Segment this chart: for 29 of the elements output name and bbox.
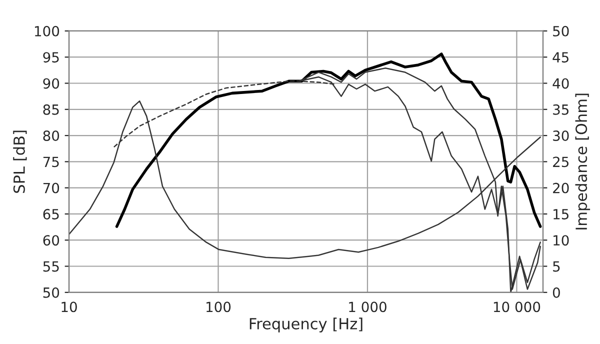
y2-tick-label: 50 — [553, 26, 569, 36]
y2-tick-label: 20 — [553, 182, 569, 194]
x-axis-title: Frequency [Hz] — [250, 318, 362, 332]
y-tick-label: 90 — [43, 78, 60, 89]
y2-tick-label: 30 — [553, 130, 569, 142]
y-tick-label: 80 — [43, 130, 60, 142]
y-tick-label: 95 — [43, 52, 59, 63]
y-tick-label: 75 — [43, 156, 59, 168]
x-tick-label: 10 — [62, 302, 77, 312]
y2-tick-label: 45 — [552, 52, 568, 63]
y-tick-label: 60 — [43, 235, 60, 246]
y2-tick-label: 10 — [554, 235, 569, 246]
x-tick-label: 10 000 — [494, 302, 540, 312]
y-axis-title: SPL [dB] — [13, 130, 27, 193]
y-tick-label: 85 — [43, 104, 59, 115]
y2-tick-label: 0 — [552, 287, 560, 298]
y-tick-label: 55 — [43, 261, 59, 272]
x-tick-label: 1 000 — [349, 302, 386, 312]
y-tick-label: 65 — [43, 208, 59, 220]
y2-tick-label: 35 — [553, 104, 568, 115]
y-tick-label: 50 — [43, 287, 60, 298]
y2-tick-label: 15 — [554, 209, 568, 220]
y-tick-label: 70 — [43, 182, 60, 194]
y2-tick-label: 5 — [553, 261, 560, 272]
y2-tick-label: 25 — [553, 156, 568, 168]
y2-tick-label: 40 — [552, 78, 569, 89]
y2-axis-title: Impedance [Ohm] — [575, 94, 590, 230]
y-tick-label: 100 — [34, 26, 60, 36]
x-tick-label: 100 — [206, 302, 231, 312]
